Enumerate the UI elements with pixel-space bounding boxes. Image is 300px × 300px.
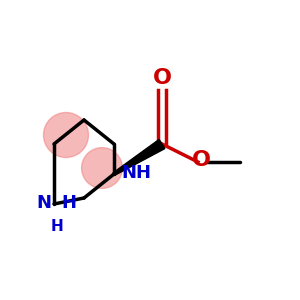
Text: H: H xyxy=(51,219,63,234)
Polygon shape xyxy=(113,140,165,175)
Text: H: H xyxy=(61,194,76,211)
Text: O: O xyxy=(152,68,172,88)
Circle shape xyxy=(44,112,88,158)
Text: NH: NH xyxy=(122,164,152,181)
Text: O: O xyxy=(191,151,211,170)
Circle shape xyxy=(82,148,122,188)
Text: N: N xyxy=(36,194,51,211)
